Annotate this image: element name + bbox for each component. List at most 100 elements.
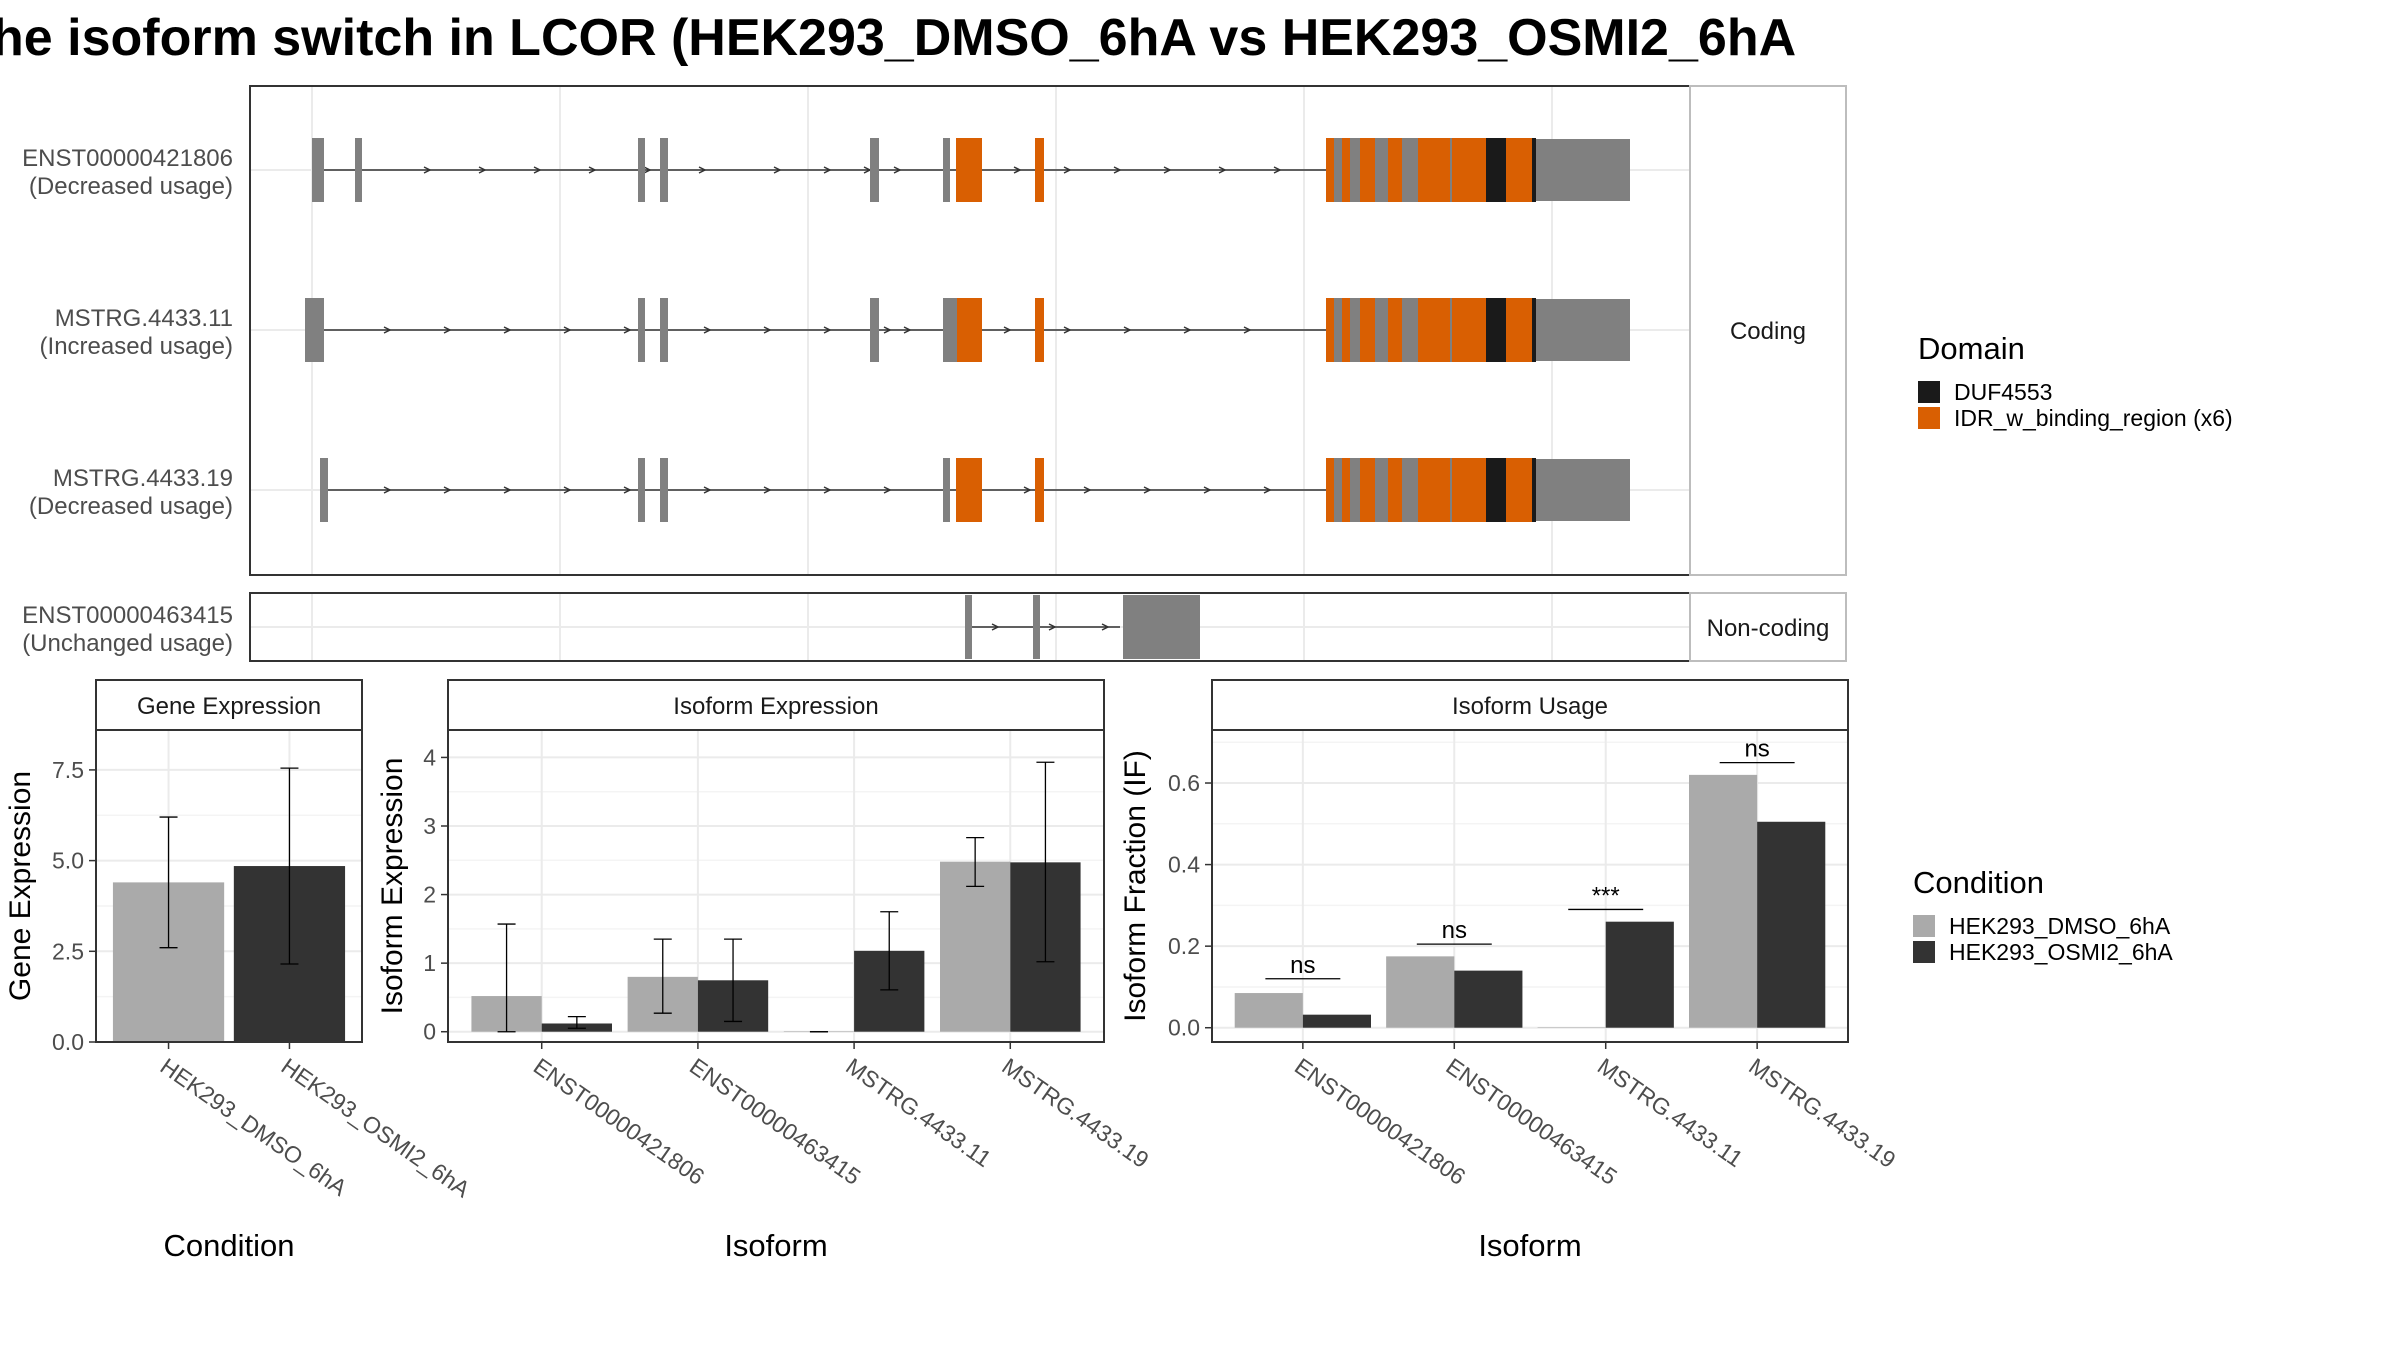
legend-condition-label: HEK293_DMSO_6hA xyxy=(1949,913,2171,939)
intron-arrow xyxy=(623,326,632,334)
intron-arrow xyxy=(533,166,542,174)
legend-condition-key xyxy=(1913,941,1935,963)
transcript-2: MSTRG.4433.19(Decreased usage) xyxy=(29,458,1630,522)
exon-idr xyxy=(1342,138,1350,202)
error-bar xyxy=(280,767,299,965)
error-bar xyxy=(567,1015,586,1029)
exon-idr xyxy=(1326,138,1334,202)
exon-utr xyxy=(660,458,668,522)
exon-idr xyxy=(1418,138,1450,202)
intron-arrow xyxy=(383,486,392,494)
x-axis-title: Isoform xyxy=(1478,1228,1581,1263)
noncoding-strip xyxy=(1689,592,1847,662)
exon-duf xyxy=(1486,138,1506,202)
intron-arrow xyxy=(1143,486,1152,494)
exon-idr xyxy=(1506,298,1532,362)
exon-utr xyxy=(355,138,362,202)
exon-duf xyxy=(1532,458,1536,522)
bar-dmso xyxy=(1386,956,1455,1028)
significance-label: ns xyxy=(1290,952,1315,979)
exon-idr xyxy=(1418,298,1450,362)
error-bar xyxy=(966,837,985,887)
error-bar xyxy=(653,938,672,1014)
exon-idr xyxy=(1342,298,1350,362)
exon-utr xyxy=(305,298,312,362)
y-tick-label: 0.2 xyxy=(1168,933,1200,959)
intron-arrow xyxy=(893,166,902,174)
exon-utr xyxy=(870,298,879,362)
exon-utr xyxy=(1334,138,1342,202)
intron-arrow xyxy=(1183,326,1192,334)
y-tick-label: 1 xyxy=(423,950,436,976)
exon-utr xyxy=(638,458,645,522)
transcript-3: ENST00000463415(Unchanged usage) xyxy=(22,595,1200,659)
legend-domain-label: DUF4553 xyxy=(1954,379,2052,405)
transcript-0: ENST00000421806(Decreased usage) xyxy=(22,138,1630,202)
legend-condition-label: HEK293_OSMI2_6hA xyxy=(1949,939,2173,965)
exon-idr xyxy=(1035,138,1044,202)
noncoding-strip-label: Non-coding xyxy=(1707,615,1830,642)
transcript-usage-label: (Decreased usage) xyxy=(29,173,233,200)
intron-arrow xyxy=(1113,166,1122,174)
transcript-id-label: ENST00000421806 xyxy=(22,145,233,172)
exon-utr xyxy=(1450,298,1452,362)
exon-idr xyxy=(956,138,982,202)
exon-idr xyxy=(1360,138,1375,202)
x-axis-title: Isoform xyxy=(724,1228,827,1263)
exon-idr xyxy=(1388,458,1402,522)
intron-arrow xyxy=(383,326,392,334)
panel-strip xyxy=(447,679,1105,731)
significance-label: ns xyxy=(1442,917,1467,944)
intron-arrow xyxy=(883,486,892,494)
intron-arrow xyxy=(1263,486,1272,494)
exon-utr xyxy=(1450,138,1452,202)
exon-utr xyxy=(312,298,324,362)
bar-dmso xyxy=(940,861,1011,1032)
exon-duf xyxy=(1532,138,1536,202)
legend-domain-key xyxy=(1918,407,1940,429)
panel-border xyxy=(447,729,1105,1043)
intron-arrow xyxy=(703,326,712,334)
transcript-id-label: MSTRG.4433.11 xyxy=(55,305,233,332)
bar-dmso xyxy=(1234,993,1303,1028)
exon-idr xyxy=(1326,298,1334,362)
exon-idr xyxy=(1342,458,1350,522)
legend-domain-label: IDR_w_binding_region (x6) xyxy=(1954,405,2233,431)
intron-arrow xyxy=(823,486,832,494)
exon-utr xyxy=(1375,298,1388,362)
exon-idr xyxy=(1452,298,1486,362)
panel-title: Isoform Expression xyxy=(673,693,878,720)
exon-idr xyxy=(956,458,982,522)
transcript-usage-label: (Increased usage) xyxy=(40,333,233,360)
error-bar xyxy=(497,923,516,1033)
legend-domain-title: Domain xyxy=(1918,331,2025,366)
exon-utr xyxy=(1450,458,1452,522)
x-tick-label: ENST00000421806 xyxy=(529,1053,709,1190)
intron-arrow xyxy=(883,326,892,334)
exon-utr xyxy=(1350,458,1360,522)
exon-utr xyxy=(1402,458,1418,522)
exon-duf xyxy=(1532,298,1536,362)
error-bar xyxy=(724,938,743,1023)
exon-utr xyxy=(1350,298,1360,362)
intron-arrow xyxy=(563,486,572,494)
exon-utr xyxy=(320,458,328,522)
intron-arrow xyxy=(763,326,772,334)
exon-utr xyxy=(1334,298,1342,362)
exon-utr3 xyxy=(1536,299,1630,361)
intron-arrow xyxy=(703,486,712,494)
exon-utr xyxy=(1402,298,1418,362)
intron-arrow xyxy=(773,166,782,174)
x-axis-title: Condition xyxy=(164,1228,295,1263)
exon-idr xyxy=(1388,298,1402,362)
exon-utr xyxy=(1033,595,1040,659)
transcript-1: MSTRG.4433.11(Increased usage) xyxy=(40,298,1630,362)
x-tick-label: ENST00000463415 xyxy=(685,1053,865,1190)
exon-idr xyxy=(1360,458,1375,522)
panel-border xyxy=(95,729,363,1043)
exon-utr xyxy=(638,298,645,362)
exon-utr xyxy=(660,138,668,202)
transcript-id-label: ENST00000463415 xyxy=(22,602,233,629)
exon-utr xyxy=(943,458,950,522)
